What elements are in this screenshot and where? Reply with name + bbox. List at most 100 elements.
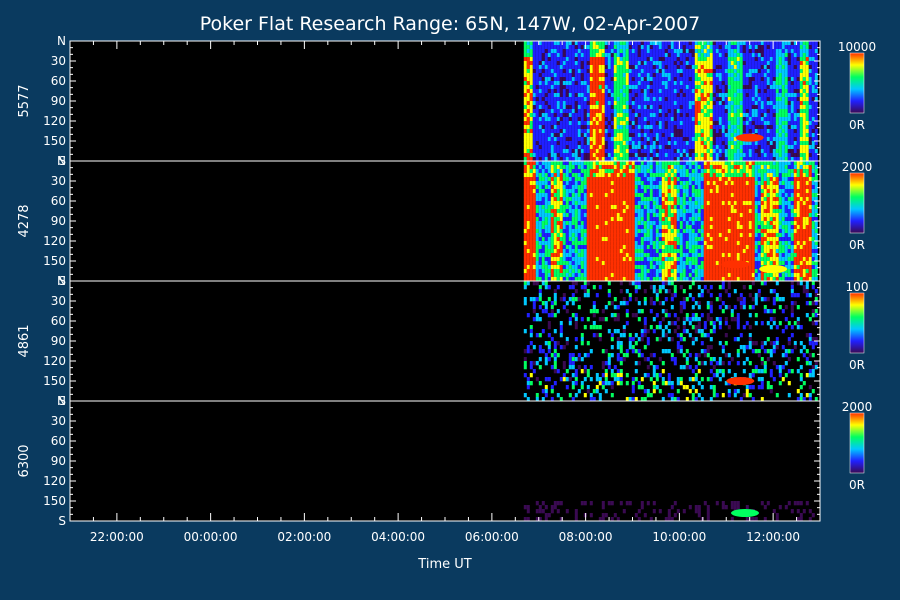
pixel-cell (673, 181, 677, 186)
pixel-cell (685, 49, 689, 54)
pixel-cell (679, 189, 683, 194)
pixel-cell (601, 49, 605, 54)
pixel-cell (697, 105, 701, 110)
pixel-cell (802, 73, 806, 78)
pixel-cell (763, 101, 767, 106)
pixel-cell (661, 253, 665, 258)
pixel-cell (667, 193, 671, 198)
pixel-cell (751, 141, 755, 146)
pixel-cell (763, 105, 767, 110)
pixel-cell (607, 205, 611, 210)
pixel-cell (655, 173, 659, 178)
pixel-cell (769, 41, 773, 46)
pixel-cell (625, 117, 629, 122)
pixel-cell (661, 77, 665, 82)
pixel-cell (547, 157, 551, 162)
pixel-cell (754, 53, 758, 58)
pixel-cell (556, 161, 560, 166)
pixel-cell (604, 241, 608, 246)
pixel-cell (718, 165, 722, 170)
pixel-cell (724, 93, 728, 98)
pixel-cell (682, 125, 686, 130)
pixel-cell (631, 41, 635, 46)
pixel-cell (673, 237, 677, 242)
pixel-cell (577, 117, 581, 122)
pixel-cell (550, 217, 554, 222)
pixel-cell (535, 221, 539, 226)
pixel-cell (529, 229, 533, 234)
pixel-cell (592, 193, 596, 198)
pixel-cell (688, 157, 692, 162)
pixel-cell (580, 177, 584, 182)
pixel-cell (622, 161, 626, 166)
pixel-cell (532, 165, 536, 170)
pixel-cell (670, 137, 674, 142)
pixel-cell (634, 265, 638, 270)
pixel-cell (646, 89, 650, 94)
pixel-cell (742, 77, 746, 82)
pixel-cell (733, 49, 737, 54)
pixel-cell (739, 113, 743, 118)
pixel-cell (559, 201, 563, 206)
pixel-cell (775, 85, 779, 90)
pixel-cell (577, 217, 581, 222)
pixel-cell (559, 257, 563, 262)
pixel-cell (670, 277, 674, 282)
pixel-cell (643, 137, 647, 142)
pixel-cell (592, 93, 596, 98)
pixel-cell (715, 137, 719, 142)
pixel-cell (586, 229, 590, 234)
pixel-cell (610, 69, 614, 74)
pixel-cell (589, 249, 593, 254)
pixel-cell (541, 109, 545, 114)
pixel-cell (781, 53, 785, 58)
pixel-cell (568, 209, 572, 214)
pixel-cell (691, 237, 695, 242)
pixel-cell (652, 185, 656, 190)
pixel-cell (706, 245, 710, 250)
pixel-cell (658, 229, 662, 234)
pixel-cell (727, 145, 731, 150)
pixel-cell (652, 237, 656, 242)
pixel-cell (670, 129, 674, 134)
pixel-cell (715, 89, 719, 94)
pixel-cell (643, 177, 647, 182)
pixel-cell (553, 209, 557, 214)
pixel-cell (700, 249, 704, 254)
pixel-cell (691, 225, 695, 230)
pixel-cell (562, 225, 566, 230)
pixel-cell (736, 145, 740, 150)
pixel-cell (634, 229, 638, 234)
pixel-cell (649, 209, 653, 214)
pixel-cell (685, 113, 689, 118)
pixel-cell (652, 245, 656, 250)
pixel-cell (649, 121, 653, 126)
pixel-cell (640, 157, 644, 162)
pixel-cell (556, 113, 560, 118)
pixel-cell (721, 153, 725, 158)
pixel-cell (592, 73, 596, 78)
pixel-cell (544, 73, 548, 78)
pixel-cell (739, 141, 743, 146)
pixel-cell (715, 261, 719, 266)
pixel-cell (652, 89, 656, 94)
pixel-cell (637, 121, 641, 126)
pixel-cell (700, 141, 704, 146)
pixel-cell (583, 49, 587, 54)
pixel-cell (664, 129, 668, 134)
pixel-cell (565, 177, 569, 182)
pixel-cell (655, 149, 659, 154)
pixel-cell (760, 113, 764, 118)
pixel-cell (631, 185, 635, 190)
pixel-cell (718, 189, 722, 194)
pixel-cell (703, 233, 707, 238)
pixel-cell (667, 229, 671, 234)
pixel-cell (676, 81, 680, 86)
pixel-cell (808, 53, 812, 58)
pixel-cell (529, 117, 533, 122)
pixel-cell (523, 45, 527, 50)
pixel-cell (523, 125, 527, 130)
pixel-cell (574, 41, 578, 46)
pixel-cell (526, 237, 530, 242)
pixel-cell (637, 153, 641, 158)
